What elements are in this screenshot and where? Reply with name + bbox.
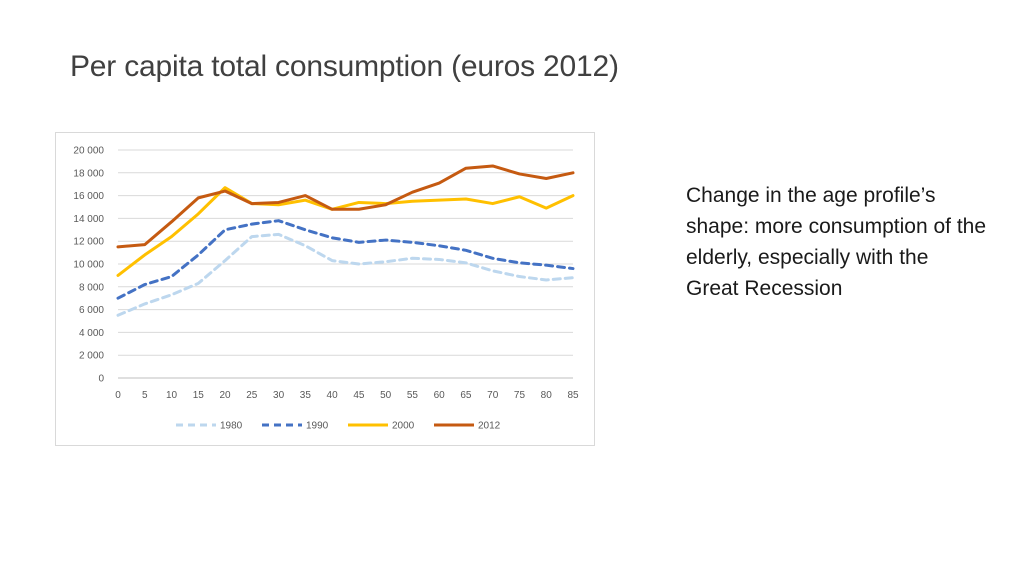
y-tick-label: 14 000 bbox=[73, 214, 104, 225]
x-tick-label: 20 bbox=[219, 390, 231, 401]
x-tick-label: 0 bbox=[115, 390, 121, 401]
x-tick-label: 40 bbox=[327, 390, 339, 401]
chart-frame: 0 2 000 4 000 6 000 8 000 10 000 12 000 14 000 1… bbox=[55, 132, 595, 446]
y-tick-label: 12 000 bbox=[73, 237, 104, 248]
x-tick-label: 55 bbox=[407, 390, 419, 401]
y-tick-label: 10 000 bbox=[73, 260, 104, 271]
x-tick-label: 25 bbox=[246, 390, 258, 401]
series-line-1990 bbox=[116, 219, 575, 300]
legend-label-1980: 1980 bbox=[220, 421, 243, 432]
x-tick-label: 50 bbox=[380, 390, 392, 401]
x-tick-label: 10 bbox=[166, 390, 178, 401]
series-line-1980 bbox=[116, 232, 575, 317]
x-tick-label: 85 bbox=[567, 390, 579, 401]
x-tick-label: 80 bbox=[541, 390, 553, 401]
x-tick-label: 35 bbox=[300, 390, 312, 401]
y-tick-label: 18 000 bbox=[73, 168, 104, 179]
y-tick-label: 4 000 bbox=[79, 328, 104, 339]
legend-label-2000: 2000 bbox=[392, 421, 415, 432]
y-tick-label: 8 000 bbox=[79, 282, 104, 293]
slide-title: Per capita total consumption (euros 2012… bbox=[70, 50, 619, 83]
series-line-2012 bbox=[116, 164, 575, 249]
line-chart: 0 2 000 4 000 6 000 8 000 10 000 12 000 14 000 1… bbox=[73, 146, 579, 432]
slide-note: Change in the age profile’s shape: more … bbox=[686, 184, 987, 300]
x-tick-label: 60 bbox=[434, 390, 446, 401]
y-tick-label: 0 bbox=[98, 374, 104, 385]
x-tick-label: 70 bbox=[487, 390, 499, 401]
x-tick-label: 75 bbox=[514, 390, 526, 401]
legend-label-1990: 1990 bbox=[306, 421, 329, 432]
x-tick-label: 15 bbox=[193, 390, 205, 401]
y-tick-label: 2 000 bbox=[79, 351, 104, 362]
x-tick-label: 5 bbox=[142, 390, 148, 401]
legend-label-2012: 2012 bbox=[478, 421, 501, 432]
y-tick-label: 16 000 bbox=[73, 191, 104, 202]
y-tick-label: 20 000 bbox=[73, 146, 104, 157]
y-tick-label: 6 000 bbox=[79, 305, 104, 316]
x-tick-label: 30 bbox=[273, 390, 285, 401]
series-line-2000 bbox=[116, 186, 575, 277]
x-tick-label: 45 bbox=[353, 390, 365, 401]
x-tick-label: 65 bbox=[460, 390, 472, 401]
